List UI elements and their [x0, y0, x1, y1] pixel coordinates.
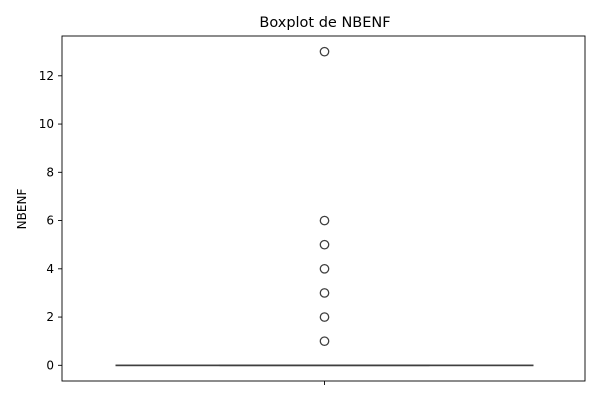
- chart-title: Boxplot de NBENF: [259, 15, 390, 31]
- y-tick-label: 2: [46, 310, 54, 324]
- y-axis-label: NBENF: [15, 189, 29, 230]
- plot-area: 0 2 4 6 8 10 12: [39, 35, 586, 385]
- outlier-point: [319, 46, 330, 57]
- y-tick-label: 8: [46, 165, 54, 179]
- outlier-point: [319, 239, 330, 250]
- y-tick-label: 0: [46, 358, 54, 372]
- outlier-point: [319, 336, 330, 347]
- outlier-point: [319, 263, 330, 274]
- y-tick-label: 4: [46, 262, 54, 276]
- plot-frame: [61, 35, 586, 382]
- y-tick-label: 6: [46, 214, 54, 228]
- outlier-point: [319, 288, 330, 298]
- y-tick-label: 10: [39, 117, 54, 131]
- y-tick-label: 12: [39, 69, 54, 83]
- outlier-point: [319, 215, 330, 226]
- outlier-point: [319, 312, 330, 322]
